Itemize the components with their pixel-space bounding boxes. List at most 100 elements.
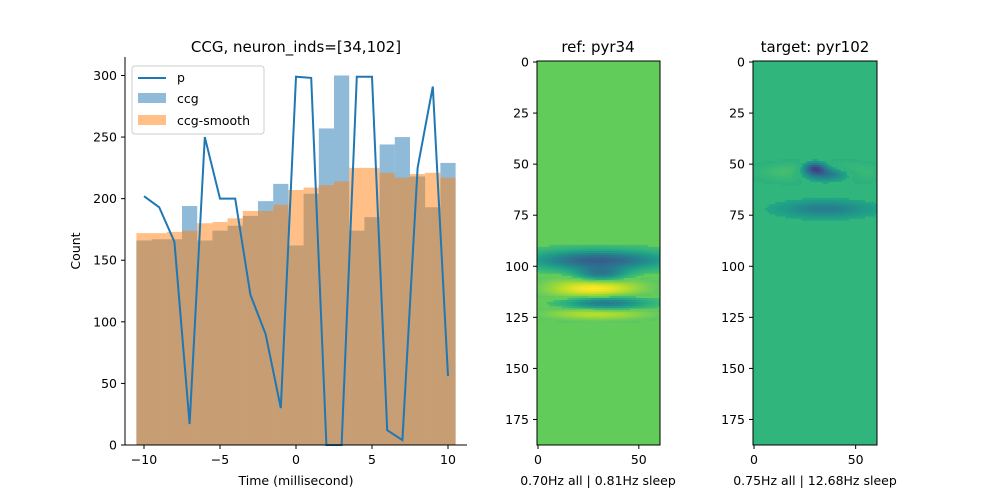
heatmap-cell <box>613 293 616 297</box>
heatmap-cell <box>651 248 655 252</box>
heatmap-cell <box>763 169 766 172</box>
heatmap-cell <box>795 214 799 217</box>
heatmap-cell <box>555 253 558 256</box>
heatmap-cell <box>555 299 558 303</box>
heatmap-cell <box>803 171 807 174</box>
heatmap-cell <box>571 253 574 256</box>
heatmap-cell <box>593 281 596 284</box>
heatmap-cell <box>625 257 629 260</box>
heatmap-cell <box>631 265 635 268</box>
heatmap-cell <box>830 169 833 172</box>
heatmap-cell <box>655 259 659 262</box>
heatmap-cell <box>870 208 874 211</box>
heatmap-cell <box>617 314 620 317</box>
heatmap-cell <box>555 316 558 319</box>
heatmap-cell <box>577 314 580 317</box>
heatmap-cell <box>864 163 868 166</box>
heatmap-cell <box>854 203 857 207</box>
heatmap-cell <box>551 283 554 286</box>
heatmap-cell <box>848 208 851 211</box>
heatmap-cell <box>615 314 618 317</box>
heatmap-cell <box>633 310 637 313</box>
heatmap-cell <box>820 167 823 170</box>
heatmap-cell <box>583 265 586 268</box>
heatmap-cell <box>645 283 649 286</box>
heatmap-cell <box>852 201 855 205</box>
heatmap-cell <box>569 304 572 307</box>
heatmap-cell <box>605 316 608 319</box>
heatmap-cell <box>545 277 548 280</box>
heatmap-cell <box>617 291 620 295</box>
heatmap-cell <box>801 214 805 217</box>
heatmap-cell <box>571 297 574 301</box>
heatmap-cell <box>537 281 540 284</box>
heatmap-cell <box>547 285 550 289</box>
heatmap-cell <box>655 314 659 317</box>
heatmap-cell <box>801 212 805 215</box>
heatmap-cell <box>781 171 784 174</box>
heatmap-cell <box>547 283 550 286</box>
heatmap-cell <box>639 253 643 256</box>
heatmap-cell <box>655 291 659 295</box>
heatmap-cell <box>603 273 606 276</box>
heatmap-cell <box>615 273 618 276</box>
heatmap-cell <box>637 291 641 295</box>
heatmap-cell <box>795 210 799 213</box>
heatmap-cell <box>783 212 786 215</box>
heatmap-cell <box>547 295 550 299</box>
heatmap-cell <box>635 320 639 323</box>
heatmap-cell <box>567 279 570 282</box>
heatmap-cell <box>858 208 862 211</box>
heatmap-cell <box>629 265 633 268</box>
heatmap-cell <box>653 271 657 274</box>
heatmap-cell <box>601 287 604 291</box>
heatmap-cell <box>581 318 584 321</box>
heatmap-cell <box>559 279 562 282</box>
heatmap-cell <box>795 183 799 186</box>
heatmap-cell <box>641 299 645 303</box>
heatmap-cell <box>637 289 641 293</box>
heatmap-cell <box>651 310 655 313</box>
heatmap-cell <box>603 297 606 301</box>
heatmap-cell <box>625 302 629 305</box>
ccg-x-ticks: −10 −5 0 5 10 <box>131 445 456 467</box>
heatmap-cell <box>571 287 574 291</box>
heatmap-cell <box>655 265 659 268</box>
heatmap-cell <box>811 165 815 168</box>
heatmap-cell <box>617 304 620 307</box>
heatmap-cell <box>539 248 542 252</box>
heatmap-cell <box>781 179 784 182</box>
heatmap-cell <box>832 210 835 213</box>
heatmap-cell <box>789 212 792 215</box>
heatmap-cell <box>551 314 554 317</box>
heatmap-cell <box>809 179 813 182</box>
heatmap-cell <box>547 279 550 282</box>
heatmap-cell <box>631 316 635 319</box>
heatmap-cell <box>647 267 651 270</box>
heatmap-cell <box>585 306 588 309</box>
heatmap-cell <box>803 206 807 209</box>
y-tick-label: 100 <box>721 259 745 274</box>
heatmap-cell <box>601 285 604 289</box>
heatmap-cell <box>813 159 817 162</box>
heatmap-cell <box>631 257 635 260</box>
heatmap-cell <box>569 302 572 305</box>
heatmap-cell <box>579 269 582 272</box>
heatmap-cell <box>619 248 622 252</box>
heatmap-cell <box>567 244 570 248</box>
heatmap-cell <box>830 212 833 215</box>
heatmap-cell <box>635 265 639 268</box>
heatmap-cell <box>611 291 614 295</box>
heatmap-cell <box>557 304 560 307</box>
heatmap-cell <box>639 318 643 321</box>
heatmap-cell <box>818 177 821 180</box>
heatmap-cell <box>633 312 637 315</box>
heatmap-cell <box>615 316 618 319</box>
heatmap-cell <box>623 306 627 309</box>
heatmap-cell <box>822 171 825 174</box>
heatmap-cell <box>579 246 582 250</box>
heatmap-cell <box>645 287 649 291</box>
heatmap-cell <box>559 281 562 284</box>
heatmap-cell <box>637 263 641 266</box>
